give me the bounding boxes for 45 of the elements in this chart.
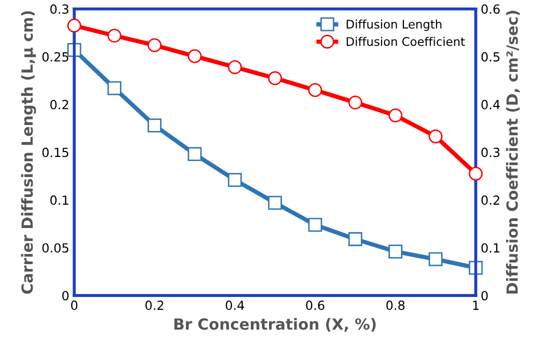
legend-label: Diffusion Coefficient <box>346 36 465 46</box>
point <box>107 28 122 43</box>
point <box>348 232 362 246</box>
x-tick-label: 0.4 <box>226 300 244 310</box>
point <box>67 18 82 33</box>
point <box>148 118 162 132</box>
y-tick-label: 0.3 <box>50 4 68 14</box>
point <box>188 49 202 64</box>
point <box>308 83 322 98</box>
point <box>428 252 443 266</box>
y2-tick-label: 0.6 <box>481 4 500 14</box>
y2-tick-label: 0.5 <box>481 52 500 62</box>
y2-axis-title: Diffusion Coefficient (D, cm²/sec) <box>506 10 520 294</box>
point <box>348 96 362 110</box>
point <box>428 129 443 144</box>
legend-label: Diffusion Length <box>346 20 442 31</box>
y2-tick-label: 0 <box>481 290 488 300</box>
y-axis-title: Carrier Diffusion Length (L,μ cm) <box>21 11 36 294</box>
point <box>148 38 162 52</box>
point <box>228 172 242 187</box>
point <box>388 244 402 258</box>
point <box>308 218 322 232</box>
y2-tick-label: 0.2 <box>481 195 500 205</box>
x-axis-title: Br Concentration (X, %) <box>174 318 376 332</box>
point <box>268 196 282 210</box>
point <box>107 81 122 96</box>
y2-tick-label: 0.4 <box>481 100 500 110</box>
y-tick-label: 0 <box>62 290 69 300</box>
point <box>228 60 242 74</box>
y-tick-label: 0.15 <box>42 148 68 158</box>
x-tick-label: 0.6 <box>306 300 324 310</box>
x-tick-label: 0.8 <box>386 300 405 310</box>
point <box>188 147 202 162</box>
y-tick-label: 0.25 <box>42 52 68 62</box>
y2-tick-label: 0.3 <box>481 148 500 158</box>
x-tick-label: 0.2 <box>145 300 164 310</box>
point <box>468 166 483 181</box>
x-tick-label: 1 <box>473 300 479 310</box>
point <box>268 71 282 86</box>
y-tick-label: 0.2 <box>50 100 68 110</box>
y2-tick-label: 0.1 <box>481 243 500 253</box>
x-tick-label: 0 <box>71 300 78 310</box>
point <box>388 108 402 122</box>
y-tick-label: 0.05 <box>42 243 68 253</box>
y-tick-label: 0.1 <box>50 195 68 205</box>
